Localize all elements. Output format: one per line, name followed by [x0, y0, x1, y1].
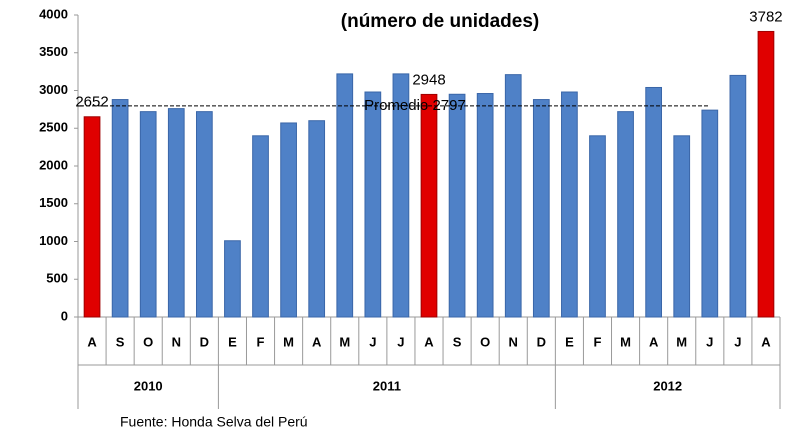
- y-tick-label: 1500: [39, 195, 68, 210]
- x-tick-label: E: [565, 334, 574, 349]
- x-tick-label: J: [397, 334, 404, 349]
- x-tick-label: A: [87, 334, 97, 349]
- y-tick-label: 0: [61, 308, 68, 323]
- bar: [364, 91, 382, 318]
- x-tick-label: J: [734, 334, 741, 349]
- data-label: 2948: [412, 71, 445, 88]
- bar: [83, 116, 101, 318]
- chart-title: (número de unidades): [341, 11, 539, 32]
- data-label: 3782: [749, 8, 782, 25]
- x-tick-label: A: [424, 334, 434, 349]
- x-tick-label: M: [339, 334, 350, 349]
- average-label: Promedio 2797: [364, 97, 466, 114]
- x-tick-label: M: [620, 334, 631, 349]
- y-tick-label: 2000: [39, 157, 68, 172]
- x-tick-label: J: [706, 334, 713, 349]
- bar: [308, 120, 326, 318]
- bar: [673, 135, 691, 318]
- x-tick-label: J: [369, 334, 376, 349]
- x-tick-label: D: [200, 334, 209, 349]
- bar: [532, 99, 550, 318]
- x-tick-label: N: [172, 334, 181, 349]
- x-tick-label: M: [283, 334, 294, 349]
- x-tick-label: E: [228, 334, 237, 349]
- bar: [195, 111, 213, 318]
- group-label: 2011: [373, 378, 401, 393]
- x-tick-label: O: [143, 334, 153, 349]
- x-tick-label: F: [257, 334, 265, 349]
- y-tick-label: 4000: [39, 6, 68, 21]
- x-tick-label: D: [537, 334, 546, 349]
- bar: [336, 73, 354, 318]
- x-tick-label: F: [594, 334, 602, 349]
- bar: [729, 74, 747, 318]
- bar: [280, 122, 297, 318]
- bar: [111, 99, 129, 318]
- x-tick-label: N: [509, 334, 518, 349]
- bar: [645, 86, 663, 318]
- bar: [589, 135, 606, 318]
- bar: [757, 30, 775, 318]
- x-tick-label: A: [761, 334, 771, 349]
- group-label: 2012: [653, 378, 682, 393]
- bar: [617, 111, 634, 318]
- bar: [139, 111, 157, 318]
- bar: [224, 240, 241, 318]
- x-tick-label: M: [676, 334, 687, 349]
- bar: [476, 93, 494, 318]
- y-tick-label: 1000: [39, 233, 68, 248]
- bar: [448, 93, 466, 318]
- y-tick-label: 2500: [39, 120, 68, 135]
- bar: [504, 74, 522, 318]
- bar: [167, 108, 185, 318]
- source: Fuente: Honda Selva del Perú: [120, 414, 308, 430]
- y-tick-label: 500: [46, 271, 68, 286]
- y-tick-label: 3000: [39, 82, 68, 97]
- bar: [252, 135, 269, 318]
- bar: [561, 91, 578, 318]
- group-label: 2010: [134, 378, 163, 393]
- x-tick-label: S: [116, 334, 125, 349]
- bar: [701, 109, 719, 318]
- data-label: 2652: [75, 94, 108, 111]
- bar: [420, 93, 438, 318]
- x-tick-label: S: [453, 334, 462, 349]
- x-tick-label: O: [480, 334, 490, 349]
- x-tick-label: A: [649, 334, 659, 349]
- bar: [392, 73, 410, 318]
- x-tick-label: A: [312, 334, 322, 349]
- y-tick-label: 3500: [39, 44, 68, 59]
